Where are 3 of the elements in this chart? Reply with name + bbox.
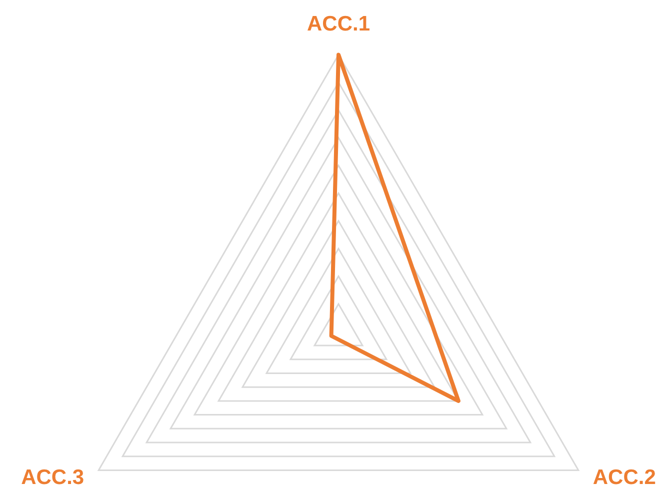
spoke-label: ACC.2 bbox=[592, 466, 656, 490]
spoke-label: ACC.3 bbox=[21, 466, 84, 490]
spoke-label: ACC.1 bbox=[306, 12, 370, 36]
